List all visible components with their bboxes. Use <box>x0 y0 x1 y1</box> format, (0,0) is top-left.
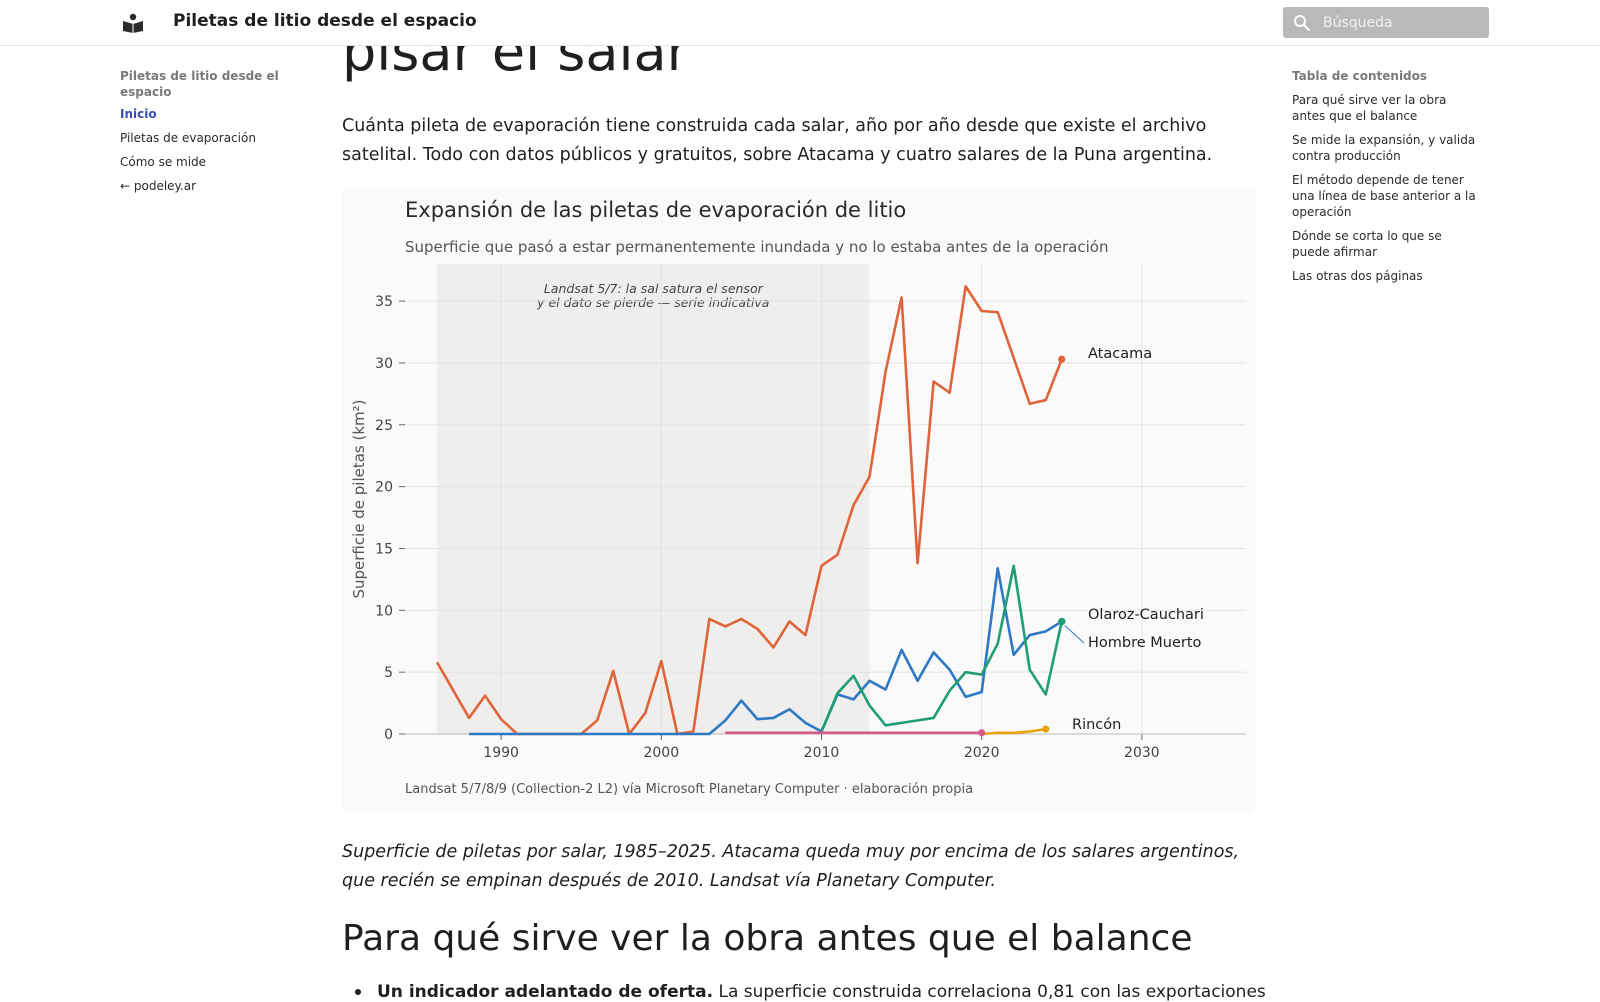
toc-item[interactable]: Se mide la expansión, y valida contra pr… <box>1292 133 1476 163</box>
x-tick-label: 1990 <box>483 745 519 761</box>
toc-item[interactable]: El método depende de tener una línea de … <box>1292 173 1476 219</box>
series-line-atacama <box>435 284 1063 736</box>
series-label: Atacama <box>1088 346 1152 362</box>
toc-item[interactable]: Para qué sirve ver la obra antes que el … <box>1292 93 1447 123</box>
toc-title: Tabla de contenidos <box>1292 69 1428 83</box>
nav-item-como-se-mide[interactable]: Cómo se mide <box>120 155 207 169</box>
table-of-contents: Tabla de contenidos Para qué sirve ver l… <box>1292 68 1482 292</box>
section-heading: Para qué sirve ver la obra antes que el … <box>342 918 1193 959</box>
chart-source: Landsat 5/7/8/9 (Collection-2 L2) vía Mi… <box>405 782 973 797</box>
y-tick-label: 25 <box>375 418 393 434</box>
nav-section-title: Piletas de litio desde el espacio <box>120 69 279 99</box>
intro-paragraph: Cuánta pileta de evaporación tiene const… <box>342 116 1213 165</box>
bullet-text: La superficie construida correlaciona 0,… <box>713 982 1266 1002</box>
series-end-point <box>978 729 986 737</box>
book-reader-icon[interactable] <box>122 13 144 33</box>
left-nav: Piletas de litio desde el espacio Inicio… <box>120 68 280 202</box>
series-label: Olaroz-Cauchari <box>1088 607 1204 623</box>
series-label: Rincón <box>1072 717 1121 733</box>
chart-title: Expansión de las piletas de evaporación … <box>405 198 906 222</box>
series-end-point <box>1058 355 1066 363</box>
x-tick-label: 2020 <box>964 745 1000 761</box>
top-header: Piletas de litio desde el espacio <box>0 0 1600 46</box>
x-tick-label: 2030 <box>1124 745 1160 761</box>
series-label-leader <box>1064 625 1085 644</box>
chart-subtitle: Superficie que pasó a estar permanenteme… <box>405 238 1108 256</box>
figure-caption: Superficie de piletas por salar, 1985–20… <box>342 842 1240 891</box>
series-line-rinc-n <box>981 727 1046 736</box>
line-chart: Expansión de las piletas de evaporación … <box>350 198 1246 797</box>
y-tick-label: 30 <box>375 356 393 372</box>
y-tick-label: 15 <box>375 541 393 557</box>
series-end-point <box>1042 725 1050 733</box>
y-tick-label: 20 <box>375 480 393 496</box>
shaded-period-label: Landsat 5/7: la sal satura el sensor <box>544 281 764 296</box>
y-axis-label: Superficie de piletas (km²) <box>350 399 368 598</box>
series-end-point <box>1058 617 1066 626</box>
nav-item-podeley-link[interactable]: ← podeley.ar <box>120 179 197 193</box>
toc-item[interactable]: Dónde se corta lo que se puede afirmar <box>1292 229 1442 259</box>
y-tick-label: 0 <box>384 727 393 743</box>
nav-item-inicio[interactable]: Inicio <box>120 107 157 121</box>
search-icon <box>1294 15 1311 32</box>
toc-item[interactable]: Las otras dos páginas <box>1292 269 1423 283</box>
shaded-period-label: y el dato se pierde — serie indicativa <box>536 295 769 310</box>
series-line-hombre-muerto <box>820 564 1064 733</box>
y-tick-label: 35 <box>375 294 393 310</box>
bullet-icon <box>355 989 361 995</box>
list-item: Un indicador adelantado de oferta. La su… <box>355 982 1275 1002</box>
y-tick-label: 10 <box>375 603 393 619</box>
search-input[interactable] <box>1321 11 1485 35</box>
site-title[interactable]: Piletas de litio desde el espacio <box>173 11 477 31</box>
chart-card: Expansión de las piletas de evaporación … <box>342 188 1256 813</box>
x-tick-label: 2000 <box>643 745 679 761</box>
x-tick-label: 2010 <box>804 745 840 761</box>
y-tick-label: 5 <box>384 665 393 681</box>
search-box[interactable] <box>1283 7 1489 38</box>
series-label: Hombre Muerto <box>1088 635 1202 651</box>
nav-item-piletas[interactable]: Piletas de evaporación <box>120 131 256 145</box>
shaded-period <box>437 264 870 734</box>
bullet-bold: Un indicador adelantado de oferta. <box>377 982 714 1002</box>
